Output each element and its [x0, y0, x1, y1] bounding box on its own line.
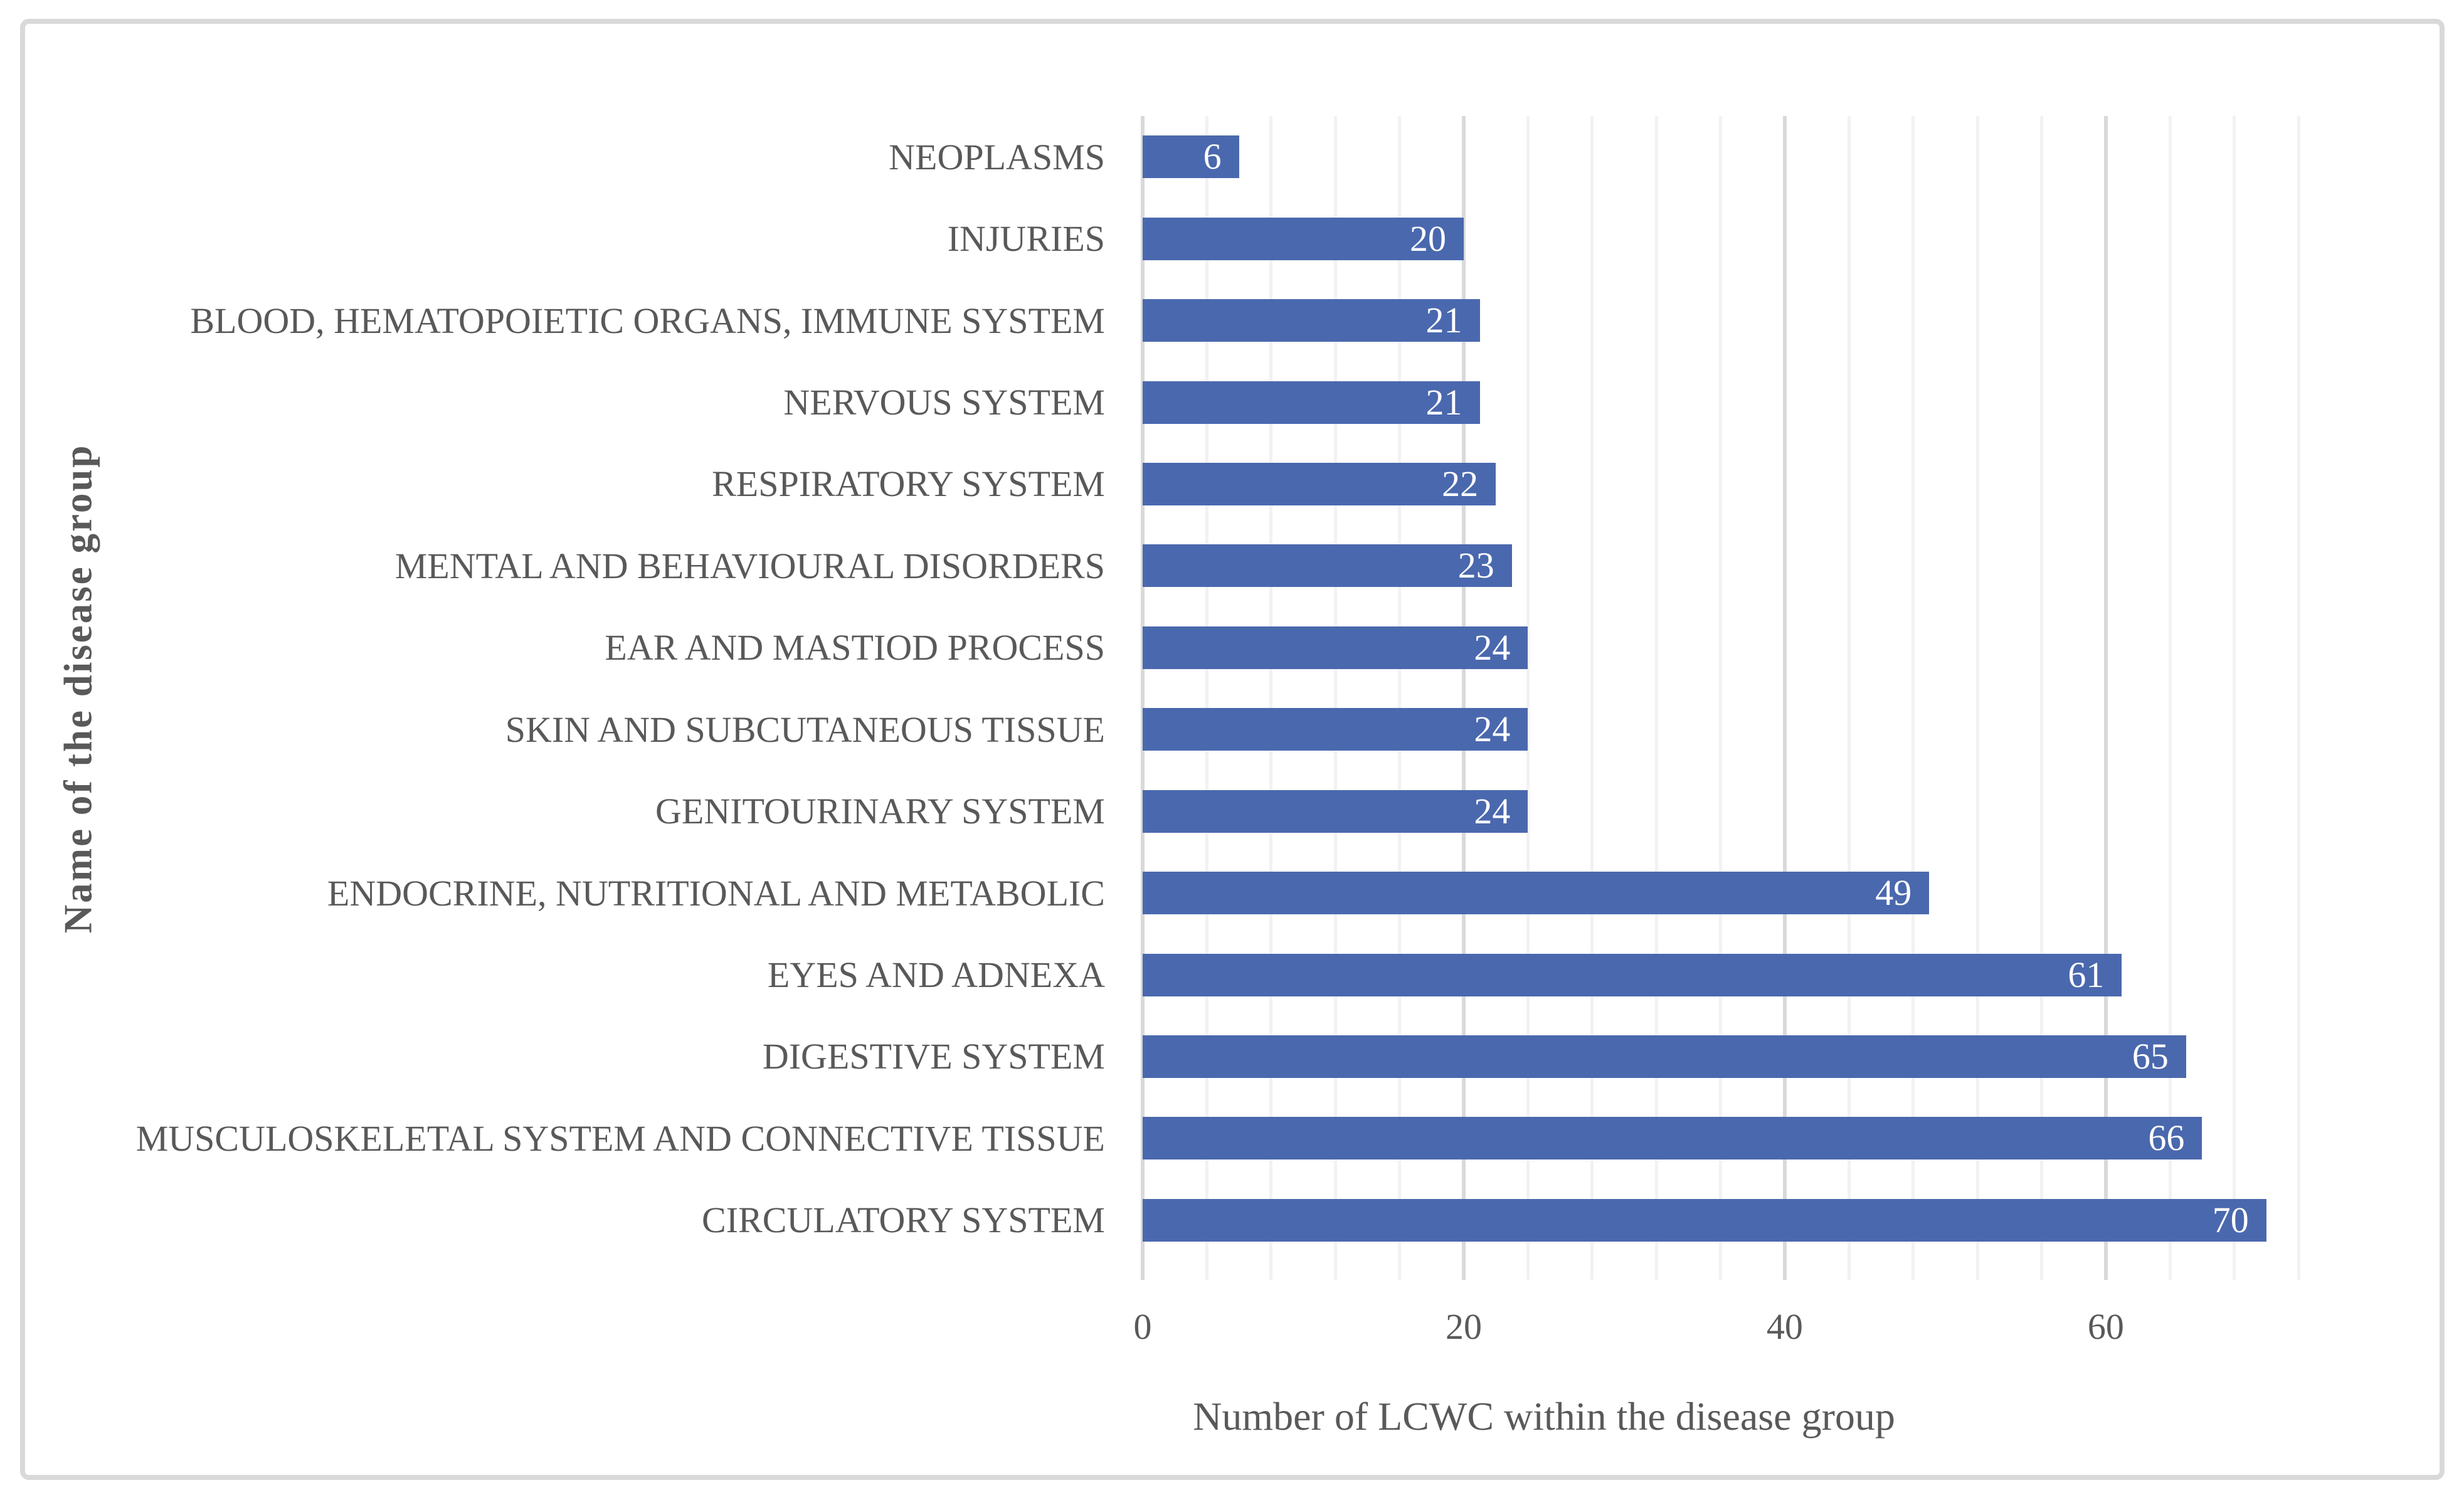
- major-gridline: [2103, 116, 2108, 1280]
- bar-data-label: 49: [1875, 872, 1912, 914]
- category-label: SKIN AND SUBCUTANEOUS TISSUE: [505, 709, 1105, 750]
- bar: 21: [1143, 381, 1480, 424]
- bar-data-label: 22: [1442, 463, 1479, 504]
- bar: 22: [1143, 462, 1496, 505]
- plot-area: 6 20 21 21 22 23 24 24 24 49 61 65 66 70: [1141, 116, 2300, 1280]
- minor-gridline: [1205, 116, 1208, 1280]
- minor-gridline: [1333, 116, 1337, 1280]
- major-gridline: [1461, 116, 1466, 1280]
- category-label: CIRCULATORY SYSTEM: [702, 1200, 1105, 1241]
- bar: 61: [1143, 953, 2122, 996]
- bar-data-label: 6: [1203, 136, 1222, 177]
- bar-data-label: 20: [1409, 218, 1446, 259]
- bar: 70: [1143, 1198, 2266, 1242]
- minor-gridline: [2039, 116, 2043, 1280]
- bar: 66: [1143, 1117, 2202, 1160]
- minor-gridline: [1719, 116, 1722, 1280]
- x-tick-label: 20: [1445, 1306, 1482, 1347]
- category-label: MUSCULOSKELETAL SYSTEM AND CONNECTIVE TI…: [135, 1117, 1105, 1159]
- bar: 65: [1143, 1035, 2186, 1078]
- bar-data-label: 24: [1474, 790, 1511, 832]
- category-label: NERVOUS SYSTEM: [783, 381, 1105, 423]
- major-gridline: [1141, 116, 1145, 1280]
- category-axis-labels: NEOPLASMS INJURIES BLOOD, HEMATOPOIETIC OR…: [38, 116, 1105, 1261]
- bar-data-label: 61: [2068, 954, 2105, 995]
- minor-gridline: [1590, 116, 1594, 1280]
- minor-gridline: [1526, 116, 1530, 1280]
- bar-data-label: 21: [1425, 300, 1462, 341]
- category-label: INJURIES: [947, 218, 1105, 260]
- category-label: DIGESTIVE SYSTEM: [762, 1036, 1105, 1077]
- minor-gridline: [2233, 116, 2236, 1280]
- minor-gridline: [1847, 116, 1851, 1280]
- bar: 6: [1143, 135, 1239, 179]
- bar: 20: [1143, 217, 1464, 260]
- minor-gridline: [2297, 116, 2300, 1280]
- bar: 24: [1143, 626, 1528, 669]
- minor-gridline: [1269, 116, 1273, 1280]
- bar-data-label: 70: [2212, 1199, 2249, 1240]
- bar-data-label: 24: [1474, 709, 1511, 750]
- category-label: EAR AND MASTIOD PROCESS: [605, 627, 1105, 668]
- bar: 21: [1143, 299, 1480, 342]
- x-tick-label: 0: [1133, 1306, 1152, 1347]
- category-label: NEOPLASMS: [889, 136, 1105, 177]
- category-label: BLOOD, HEMATOPOIETIC ORGANS, IMMUNE SYST…: [190, 300, 1105, 341]
- bar-data-label: 65: [2132, 1035, 2169, 1077]
- x-tick-label: 40: [1766, 1306, 1803, 1347]
- category-label: EYES AND ADNEXA: [767, 954, 1105, 995]
- minor-gridline: [1975, 116, 1979, 1280]
- bar-data-label: 23: [1457, 545, 1494, 586]
- bar-data-label: 21: [1425, 381, 1462, 423]
- bar: 24: [1143, 708, 1528, 751]
- category-label: GENITOURINARY SYSTEM: [655, 791, 1105, 832]
- bar-data-label: 24: [1474, 626, 1511, 668]
- x-axis-title: Number of LCWC within the disease group: [1193, 1394, 1895, 1439]
- major-gridline: [1782, 116, 1787, 1280]
- category-label: ENDOCRINE, NUTRITIONAL AND METABOLIC: [327, 872, 1105, 914]
- minor-gridline: [2168, 116, 2172, 1280]
- category-label: MENTAL AND BEHAVIOURAL DISORDERS: [394, 545, 1105, 586]
- minor-gridline: [1911, 116, 1915, 1280]
- bar: 49: [1143, 872, 1930, 915]
- minor-gridline: [1654, 116, 1658, 1280]
- minor-gridline: [1398, 116, 1402, 1280]
- bar-data-label: 66: [2148, 1117, 2185, 1159]
- x-tick-label: 60: [2087, 1306, 2124, 1347]
- category-label: RESPIRATORY SYSTEM: [712, 463, 1105, 505]
- bar: 23: [1143, 544, 1512, 588]
- bar: 24: [1143, 790, 1528, 833]
